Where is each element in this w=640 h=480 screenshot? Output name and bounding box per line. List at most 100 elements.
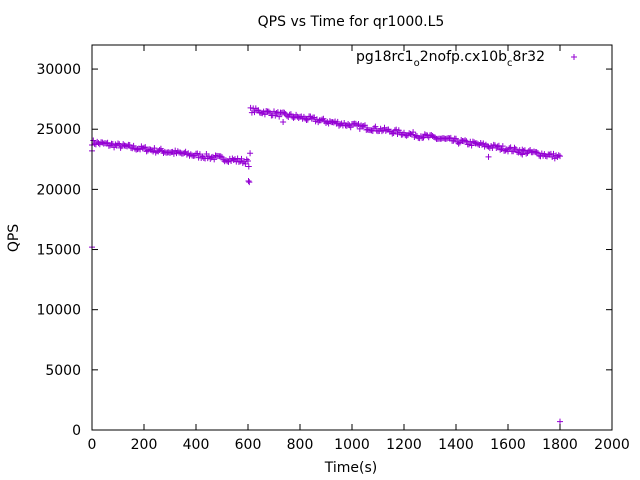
data-point (90, 137, 97, 144)
data-point (334, 118, 341, 125)
data-point (225, 158, 232, 165)
data-point (456, 139, 463, 146)
data-point (167, 149, 173, 156)
data-point (272, 112, 279, 119)
data-point (139, 145, 146, 152)
data-point (302, 115, 309, 122)
x-tick-label: 1200 (386, 437, 422, 453)
data-point (432, 134, 439, 141)
data-point (245, 163, 252, 170)
data-point (511, 144, 518, 151)
y-axis: 0 5000 10000 15000 20000 25000 30000 (36, 62, 612, 439)
data-point (308, 115, 315, 122)
x-axis-label: Time(s) (324, 460, 377, 476)
data-point (246, 179, 253, 186)
data-point (485, 143, 492, 150)
data-point (551, 155, 558, 162)
data-point (380, 127, 387, 134)
data-point (347, 124, 354, 131)
data-point (182, 148, 189, 155)
data-point (284, 112, 290, 119)
data-point (174, 148, 181, 155)
legend-label: pg18rc1o2nofp.cx10bc8r32 (356, 49, 545, 69)
data-point (447, 134, 454, 141)
x-tick-label: 800 (287, 437, 314, 453)
y-axis-label: QPS (6, 224, 22, 252)
data-point (471, 139, 478, 146)
x-tick-label: 1600 (490, 437, 526, 453)
data-point (290, 114, 297, 121)
data-point (394, 131, 401, 138)
legend-sub-2: c (507, 58, 513, 69)
data-point (557, 153, 563, 160)
data-point (115, 140, 121, 147)
data-point (534, 150, 541, 157)
y-tick-label: 25000 (36, 122, 81, 138)
x-tick-label: 1000 (334, 437, 370, 453)
data-point (141, 144, 147, 151)
data-point (265, 108, 272, 115)
data-point (320, 115, 327, 122)
data-point (520, 147, 527, 154)
x-tick-label: 600 (235, 437, 262, 453)
data-point (194, 150, 201, 157)
data-point (152, 149, 159, 156)
x-axis: 0 200 400 600 800 1000 1200 1400 1600 1800 2000 (88, 45, 630, 453)
legend-part-mid: 2nofp.cx10b (420, 49, 507, 65)
data-point (323, 119, 329, 126)
data-point (502, 147, 509, 154)
data-point (242, 160, 249, 167)
data-point (330, 119, 337, 126)
y-tick-label: 10000 (36, 303, 81, 319)
data-point (512, 146, 519, 153)
legend-sub-1: o (414, 58, 420, 69)
data-point (95, 140, 102, 147)
chart-title: QPS vs Time for qr1000.L5 (258, 14, 445, 30)
data-point (142, 144, 149, 151)
data-point (326, 118, 333, 125)
x-tick-label: 200 (131, 437, 158, 453)
data-point (518, 150, 524, 157)
data-point (280, 119, 287, 125)
y-tick-label: 30000 (36, 62, 81, 78)
data-point (360, 122, 367, 129)
data-point (219, 154, 225, 161)
data-point (151, 145, 158, 152)
data-point (276, 113, 283, 120)
data-point (393, 126, 400, 133)
data-point (372, 123, 379, 130)
data-point (247, 104, 254, 111)
data-point (419, 135, 426, 142)
data-point (485, 153, 492, 160)
data-point (355, 121, 362, 128)
data-point (421, 131, 428, 138)
x-tick-label: 400 (183, 437, 210, 453)
data-point (537, 153, 544, 160)
data-point (281, 109, 288, 116)
data-point (490, 141, 497, 148)
data-point (506, 145, 513, 152)
data-points (89, 104, 563, 425)
data-point (533, 149, 540, 156)
data-point (313, 116, 320, 123)
data-point (455, 140, 462, 147)
data-point (497, 146, 504, 153)
data-point (550, 150, 557, 157)
x-tick-label: 2000 (594, 437, 630, 453)
data-point (571, 54, 577, 60)
data-point (523, 150, 530, 157)
data-point (206, 153, 212, 160)
data-point (217, 153, 224, 160)
data-point (229, 155, 236, 162)
legend-part-main: pg18rc1 (356, 49, 414, 65)
x-tick-label: 1800 (542, 437, 578, 453)
data-point (516, 147, 523, 154)
data-point (245, 177, 252, 184)
data-point (235, 158, 242, 165)
legend: pg18rc1o2nofp.cx10bc8r32 (356, 49, 577, 69)
data-point (170, 150, 177, 157)
legend-marker (571, 54, 577, 60)
data-point (130, 142, 137, 149)
data-point (480, 140, 487, 147)
